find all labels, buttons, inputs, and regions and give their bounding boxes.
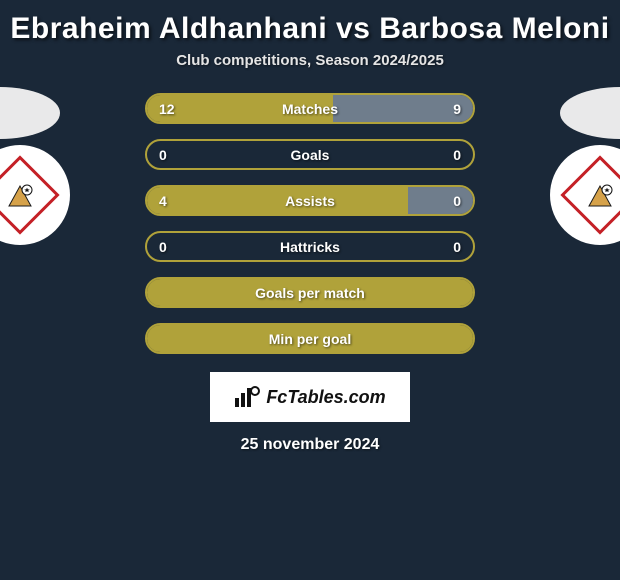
bar-fill-right xyxy=(333,95,473,122)
badge-graphic-icon xyxy=(5,180,35,210)
right-team-oval xyxy=(560,87,620,139)
bar-value-left: 4 xyxy=(159,193,167,209)
badge-graphic-icon xyxy=(585,180,615,210)
bar-value-right: 0 xyxy=(453,193,461,209)
bar-fill-left xyxy=(147,187,408,214)
stat-bar: 0 0 Hattricks xyxy=(145,231,475,262)
date-label: 25 november 2024 xyxy=(0,436,620,454)
bar-fill-right xyxy=(408,187,473,214)
bar-value-right: 0 xyxy=(453,147,461,163)
bar-label: Min per goal xyxy=(269,331,351,347)
bar-value-right: 0 xyxy=(453,239,461,255)
bar-label: Matches xyxy=(282,101,338,117)
bar-value-left: 0 xyxy=(159,147,167,163)
stat-bar: Goals per match xyxy=(145,277,475,308)
stat-bar: 12 9 Matches xyxy=(145,93,475,124)
fctables-label: FcTables.com xyxy=(266,387,385,408)
club-badge-icon xyxy=(560,155,620,234)
stat-bar: Min per goal xyxy=(145,323,475,354)
left-player-badge-container xyxy=(0,145,70,245)
bar-label: Goals per match xyxy=(255,285,365,301)
bar-label: Goals xyxy=(291,147,330,163)
stat-bar: 0 0 Goals xyxy=(145,139,475,170)
bar-value-left: 0 xyxy=(159,239,167,255)
club-badge-icon xyxy=(0,155,60,234)
stat-bar: 4 0 Assists xyxy=(145,185,475,216)
fctables-watermark: FcTables.com xyxy=(210,372,410,422)
bar-value-right: 9 xyxy=(453,101,461,117)
right-player-badge-container xyxy=(550,145,620,245)
subtitle: Club competitions, Season 2024/2025 xyxy=(0,52,620,87)
fctables-logo-icon xyxy=(234,386,260,408)
left-team-oval xyxy=(0,87,60,139)
bar-label: Hattricks xyxy=(280,239,340,255)
comparison-area: 12 9 Matches 0 0 Goals 4 0 Assists 0 0 Hattricks Goa… xyxy=(0,87,620,454)
stat-bars: 12 9 Matches 0 0 Goals 4 0 Assists 0 0 Hattricks Goa… xyxy=(145,87,475,354)
bar-value-left: 12 xyxy=(159,101,175,117)
bar-label: Assists xyxy=(285,193,335,209)
page-title: Ebraheim Aldhanhani vs Barbosa Meloni xyxy=(0,0,620,52)
